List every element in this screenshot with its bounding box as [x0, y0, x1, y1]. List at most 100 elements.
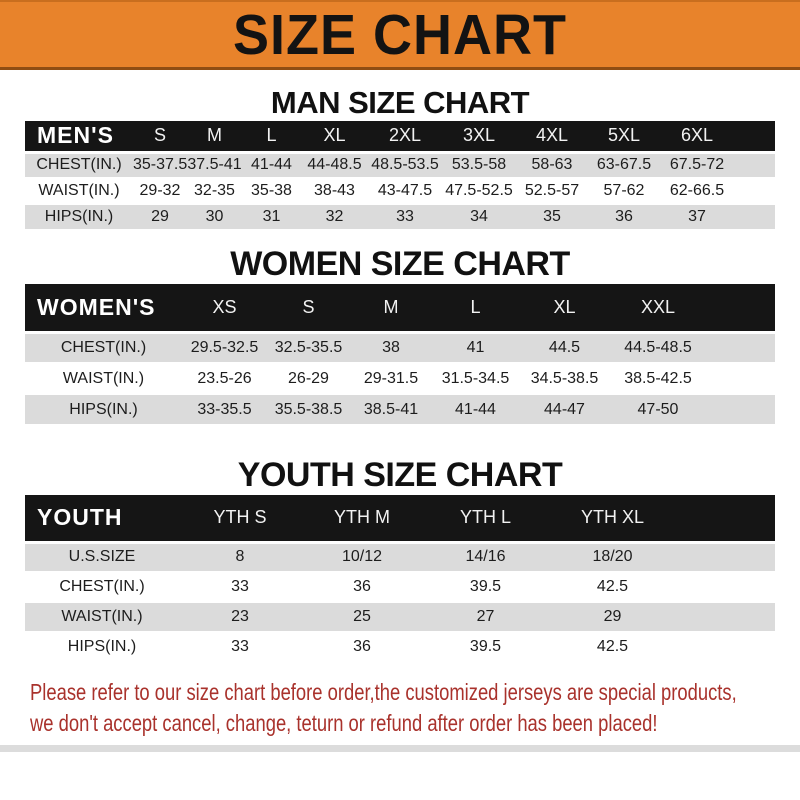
youth-size-chart-heading: YOUTH SIZE CHART: [237, 456, 563, 494]
size-value-cell: 33-35.5: [182, 394, 267, 426]
size-value-cell: 32.5-35.5: [267, 332, 350, 364]
size-value-cell: 38.5-41: [350, 394, 432, 426]
size-value-cell: 35-38: [242, 178, 301, 205]
youth-header-row: YOUTH YTH S YTH M YTH L YTH XL: [25, 495, 775, 544]
size-value-cell: 39.5: [423, 632, 548, 663]
womens-size-table: WOMEN'S XS S M L XL XXL CHEST(IN.) 29.5-…: [25, 284, 775, 426]
size-value-cell: 31: [242, 204, 301, 231]
size-column-header: 3XL: [442, 121, 516, 154]
size-column-header: XXL: [610, 284, 706, 334]
row-label: HIPS(IN.): [25, 204, 133, 231]
mens-size-table: MEN'S S M L XL 2XL 3XL 4XL 5XL 6XL CHEST…: [25, 121, 775, 231]
row-spacer: [734, 204, 775, 231]
size-value-cell: 41: [432, 332, 519, 364]
row-label: U.S.SIZE: [25, 542, 179, 573]
size-value-cell: 33: [179, 572, 301, 603]
size-value-cell: 42.5: [548, 632, 677, 663]
size-value-cell: 39.5: [423, 572, 548, 603]
size-value-cell: 32: [301, 204, 368, 231]
size-value-cell: 29.5-32.5: [182, 332, 267, 364]
size-column-header: YTH L: [423, 495, 548, 544]
size-value-cell: 44-48.5: [301, 152, 368, 179]
row-label: CHEST(IN.): [25, 332, 182, 364]
size-value-cell: 48.5-53.5: [368, 152, 442, 179]
size-value-cell: 23.5-26: [182, 363, 267, 395]
size-value-cell: 36: [301, 572, 423, 603]
size-column-header: L: [242, 121, 301, 154]
size-value-cell: 26-29: [267, 363, 350, 395]
size-value-cell: 31.5-34.5: [432, 363, 519, 395]
size-value-cell: 14/16: [423, 542, 548, 573]
row-spacer: [706, 363, 775, 395]
size-column-header: XL: [301, 121, 368, 154]
size-value-cell: 34.5-38.5: [519, 363, 610, 395]
row-label: HIPS(IN.): [25, 394, 182, 426]
row-spacer: [734, 178, 775, 205]
size-value-cell: 18/20: [548, 542, 677, 573]
size-column-header: 2XL: [368, 121, 442, 154]
youth-ussize-row: U.S.SIZE 8 10/12 14/16 18/20: [25, 542, 775, 573]
size-value-cell: 41-44: [242, 152, 301, 179]
row-spacer: [734, 152, 775, 179]
womens-hips-row: HIPS(IN.) 33-35.5 35.5-38.5 38.5-41 41-4…: [25, 394, 775, 426]
size-value-cell: 67.5-72: [660, 152, 734, 179]
womens-header-row: WOMEN'S XS S M L XL XXL: [25, 284, 775, 334]
mens-waist-row: WAIST(IN.) 29-32 32-35 35-38 38-43 43-47…: [25, 178, 775, 205]
size-column-header: YTH M: [301, 495, 423, 544]
size-column-header: 4XL: [516, 121, 588, 154]
size-value-cell: 44-47: [519, 394, 610, 426]
size-value-cell: 36: [588, 204, 660, 231]
youth-size-table: YOUTH YTH S YTH M YTH L YTH XL U.S.SIZE …: [25, 495, 775, 663]
bottom-edge-strip: [0, 745, 800, 752]
size-column-header: S: [267, 284, 350, 334]
size-value-cell: 37.5-41: [187, 152, 242, 179]
footer-note-line1: Please refer to our size chart before or…: [30, 679, 737, 705]
size-value-cell: 34: [442, 204, 516, 231]
size-value-cell: 29: [548, 602, 677, 633]
size-value-cell: 62-66.5: [660, 178, 734, 205]
youth-hips-row: HIPS(IN.) 33 36 39.5 42.5: [25, 632, 775, 663]
size-value-cell: 32-35: [187, 178, 242, 205]
size-value-cell: 44.5: [519, 332, 610, 364]
size-value-cell: 35-37.5: [133, 152, 187, 179]
size-value-cell: 57-62: [588, 178, 660, 205]
size-column-header: L: [432, 284, 519, 334]
row-label: WAIST(IN.): [25, 178, 133, 205]
size-value-cell: 42.5: [548, 572, 677, 603]
size-value-cell: 35.5-38.5: [267, 394, 350, 426]
size-column-header: M: [187, 121, 242, 154]
size-value-cell: 30: [187, 204, 242, 231]
size-value-cell: 43-47.5: [368, 178, 442, 205]
youth-corner-label: YOUTH: [25, 495, 179, 544]
size-value-cell: 33: [179, 632, 301, 663]
women-size-chart-heading: WOMEN SIZE CHART: [230, 245, 570, 283]
mens-header-row: MEN'S S M L XL 2XL 3XL 4XL 5XL 6XL: [25, 121, 775, 154]
size-value-cell: 8: [179, 542, 301, 573]
row-spacer: [706, 394, 775, 426]
size-value-cell: 58-63: [516, 152, 588, 179]
footer-note-line2: we don't accept cancel, change, teturn o…: [30, 710, 658, 736]
size-column-header: YTH S: [179, 495, 301, 544]
row-label: HIPS(IN.): [25, 632, 179, 663]
row-label: CHEST(IN.): [25, 152, 133, 179]
womens-chest-row: CHEST(IN.) 29.5-32.5 32.5-35.5 38 41 44.…: [25, 332, 775, 364]
row-spacer: [677, 572, 775, 603]
size-value-cell: 23: [179, 602, 301, 633]
mens-hips-row: HIPS(IN.) 29 30 31 32 33 34 35 36 37: [25, 204, 775, 231]
size-column-header: XL: [519, 284, 610, 334]
size-column-header: 5XL: [588, 121, 660, 154]
size-value-cell: 29: [133, 204, 187, 231]
youth-chest-row: CHEST(IN.) 33 36 39.5 42.5: [25, 572, 775, 603]
womens-corner-label: WOMEN'S: [25, 284, 182, 334]
mens-chest-row: CHEST(IN.) 35-37.5 37.5-41 41-44 44-48.5…: [25, 152, 775, 179]
row-spacer: [706, 332, 775, 364]
size-value-cell: 29-32: [133, 178, 187, 205]
header-spacer: [734, 121, 775, 154]
banner-title: SIZE CHART: [233, 3, 567, 67]
footer-disclaimer: Please refer to our size chart before or…: [0, 677, 800, 739]
size-value-cell: 52.5-57: [516, 178, 588, 205]
size-value-cell: 47-50: [610, 394, 706, 426]
size-value-cell: 63-67.5: [588, 152, 660, 179]
size-value-cell: 38-43: [301, 178, 368, 205]
size-chart-banner: SIZE CHART: [0, 0, 800, 70]
